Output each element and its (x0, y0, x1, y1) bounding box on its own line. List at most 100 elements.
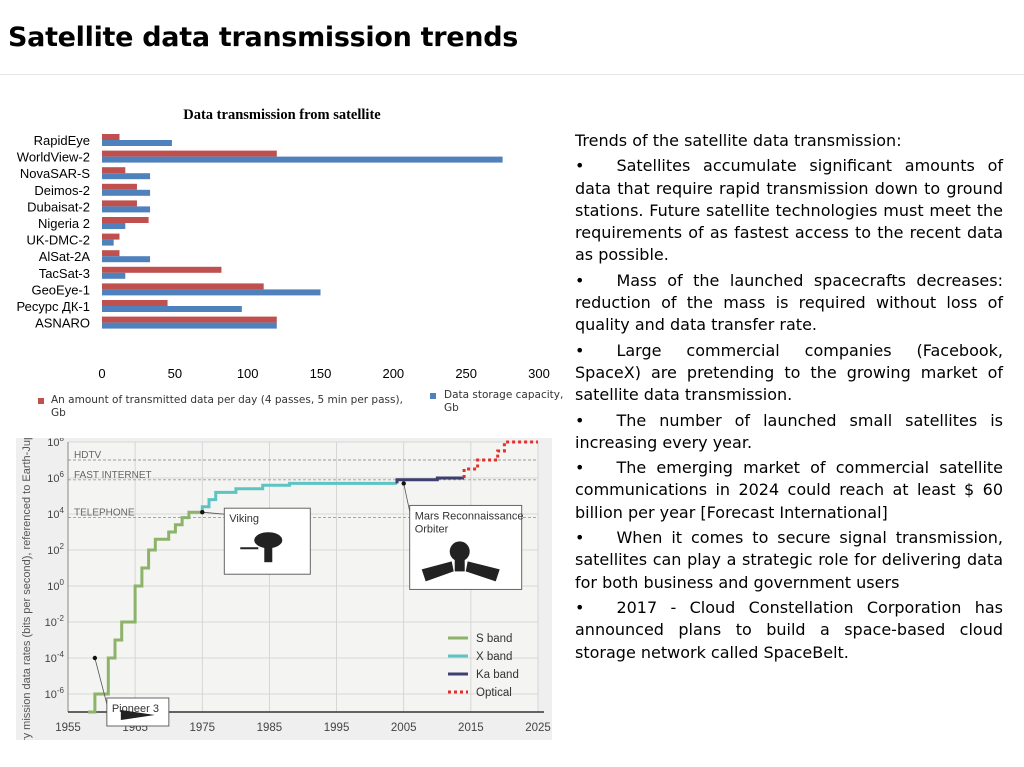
viking-body-icon (264, 546, 273, 563)
mro-panel-left-icon (421, 561, 454, 582)
category-label: TacSat-3 (39, 266, 90, 281)
trend-bullet-text: • Large commercial companies (Facebook, S… (575, 340, 1003, 407)
x-tick-label: 0 (98, 366, 105, 381)
trend-bullet-body: The emerging market of commercial satell… (575, 458, 1003, 522)
trend-bullet: • Mass of the launched spacecrafts decrea… (575, 270, 1003, 337)
bar-transmitted (102, 283, 264, 290)
callout-label-line2: Orbiter (415, 523, 449, 535)
category-label: Deimos-2 (34, 183, 90, 198)
trend-bullet: • When it comes to secure signal transmis… (575, 527, 1003, 594)
callout-point (200, 510, 205, 515)
callout-box (106, 697, 170, 727)
reference-label: HDTV (74, 450, 102, 461)
x-tick-label: 1995 (324, 722, 350, 734)
category-label: Ресурс ДК-1 (17, 299, 90, 314)
bar-storage (102, 156, 503, 163)
legend-label: S band (476, 633, 512, 645)
bullet-marker: • (575, 528, 585, 548)
bar-transmitted (102, 167, 126, 174)
mro-body-icon (454, 559, 465, 572)
bar-transmitted (102, 217, 149, 223)
series-line (88, 510, 203, 714)
y-tick-label: 10-6 (45, 686, 65, 701)
bar-transmitted (102, 233, 120, 240)
bar-storage (102, 306, 242, 312)
callout-label: Mars Reconnaissance (415, 510, 524, 522)
y-tick-label: 100 (47, 578, 64, 593)
legend-swatch-blue (430, 393, 436, 399)
y-tick-label: 10-4 (45, 650, 65, 665)
mro-panel-right-icon (465, 561, 500, 582)
bar-transmitted (102, 183, 137, 190)
bullet-marker: • (575, 410, 585, 430)
trend-bullet-body: Large commercial companies (Facebook, Sp… (575, 340, 1003, 405)
trend-bullet-body: When it comes to secure signal transmiss… (575, 528, 1003, 592)
callout-point (401, 481, 406, 486)
legend-label: X band (476, 651, 512, 663)
bar-storage (102, 289, 321, 296)
trends-text-panel: Trends of the satellite data transmissio… (575, 130, 1003, 664)
category-label: RapidEye (34, 133, 90, 148)
trend-bullet-text: • 2017 - Cloud Constellation Corporation … (575, 597, 1003, 664)
bar-storage (102, 256, 151, 263)
bar-storage (102, 322, 277, 329)
category-label: NovaSAR-S (20, 166, 90, 181)
bullet-marker: • (575, 340, 585, 360)
callout-point (92, 655, 98, 661)
viking-dish-icon (254, 532, 283, 549)
bar-transmitted (102, 134, 120, 140)
trend-bullet: • Satellites accumulate significant amoun… (575, 155, 1003, 266)
bar-chart: Data transmission from satellite RapidEye… (17, 107, 550, 381)
bar-transmitted (102, 150, 277, 157)
y-tick-label: 10-2 (45, 614, 65, 629)
bar-legend-entry-2: Data storage capacity, Gb (430, 389, 570, 415)
category-label: AlSat-2A (39, 249, 91, 264)
pioneer-icon (120, 710, 155, 720)
y-tick-label: 102 (47, 542, 64, 557)
x-tick-label: 1975 (189, 722, 215, 734)
reference-label: FAST INTERNET (74, 470, 152, 481)
trend-bullet-body: 2017 - Cloud Constellation Corporation h… (575, 597, 1003, 662)
title-divider (0, 74, 1024, 75)
bar-storage (102, 239, 114, 246)
callout-leader (403, 483, 411, 512)
bullet-marker: • (575, 458, 585, 478)
category-label: Dubaisat-2 (27, 199, 90, 214)
bar-transmitted (102, 300, 168, 306)
x-tick-label: 100 (237, 366, 259, 381)
trend-bullet-text: • The emerging market of commercial satel… (575, 457, 1003, 524)
x-tick-label: 150 (310, 366, 332, 381)
trend-bullet: • The number of launched small satellites… (575, 410, 1003, 455)
bullet-marker: • (575, 156, 585, 176)
legend-swatch-red (38, 398, 44, 404)
bar-storage (102, 173, 151, 180)
bar-transmitted (102, 250, 120, 257)
bullet-marker: • (575, 270, 585, 290)
x-tick-label: 300 (528, 366, 550, 381)
x-tick-label: 2015 (458, 722, 484, 734)
mro-dish-icon (449, 541, 470, 562)
bar-transmitted (102, 266, 222, 273)
legend-label-1: An amount of transmitted data per day (4… (51, 394, 403, 419)
bar-transmitted (102, 316, 277, 323)
slide-title: Satellite data transmission trends (8, 22, 518, 53)
trend-bullet-text: • When it comes to secure signal transmis… (575, 527, 1003, 594)
bar-transmitted (102, 200, 137, 207)
category-label: ASNARO (35, 316, 90, 331)
trend-bullet: • 2017 - Cloud Constellation Corporation … (575, 597, 1003, 664)
y-axis-label: Planetary mission data rates (bits per s… (21, 438, 33, 740)
trend-bullet: • Large commercial companies (Facebook, S… (575, 340, 1003, 407)
trend-bullet-body: The number of launched small satellites … (575, 410, 1003, 452)
trend-bullet-text: • Satellites accumulate significant amoun… (575, 155, 1003, 266)
trend-bullet-text: • Mass of the launched spacecrafts decrea… (575, 270, 1003, 337)
legend-label: Ka band (476, 669, 519, 681)
x-tick-label: 1955 (55, 722, 81, 734)
trend-bullet-body: Mass of the launched spacecrafts decreas… (575, 270, 1003, 335)
series-line (395, 476, 465, 484)
legend-label-2: Data storage capacity, Gb (444, 389, 564, 414)
trend-bullet-body: Satellites accumulate significant amount… (575, 156, 1003, 265)
y-tick-label: 104 (47, 506, 64, 521)
callout-label: Viking (229, 513, 259, 525)
data-rate-chart: HDTV FAST INTERNET TELEPHONE 108 106 104 102 10… (16, 438, 552, 740)
series-line (200, 481, 397, 513)
